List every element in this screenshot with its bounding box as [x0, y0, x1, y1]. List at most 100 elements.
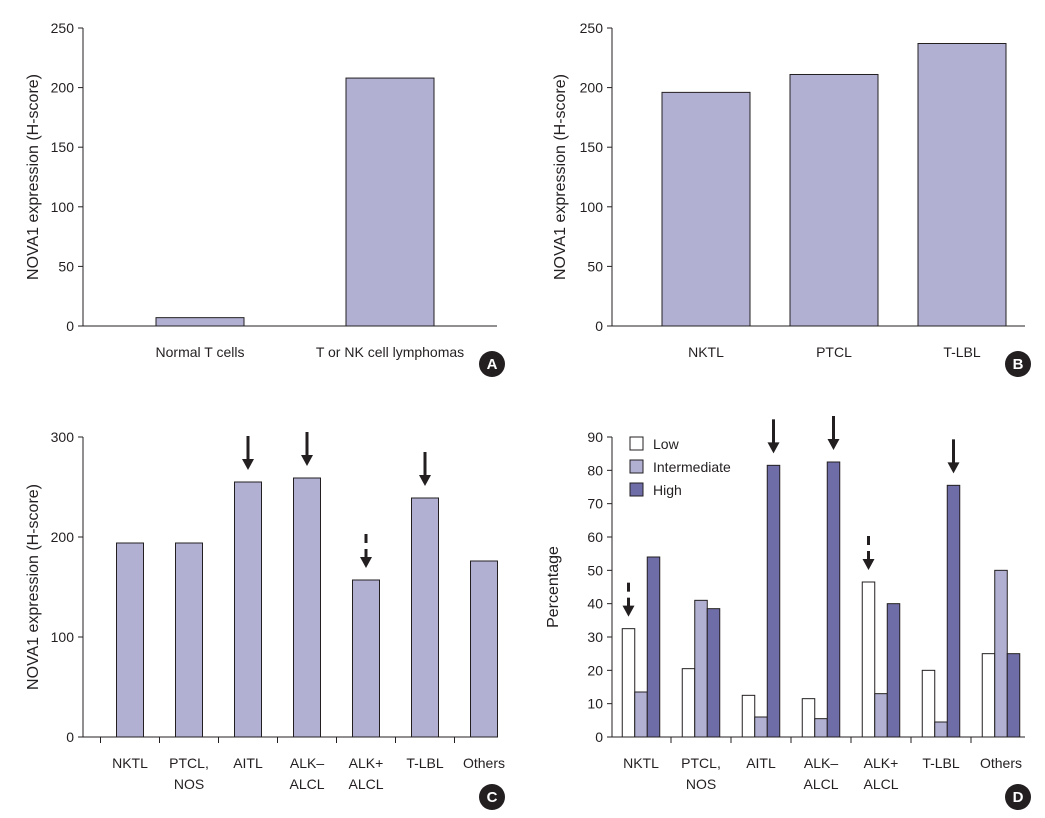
bar-t-lbl — [411, 497, 439, 738]
panel-badge-d: D — [1005, 784, 1031, 810]
bar-high-aitl — [766, 464, 781, 738]
x-tick-label: Others — [463, 755, 505, 771]
x-tick-label: T-LBL — [922, 755, 960, 771]
panel-badge-letter: C — [487, 789, 498, 806]
bar-ptcl-nos — [175, 542, 203, 738]
x-tick-label: Normal T cells — [156, 344, 245, 360]
panel-badge-letter: A — [487, 356, 498, 373]
bar-others — [470, 560, 498, 738]
y-tick-label: 250 — [51, 20, 75, 36]
x-tick-label: ALCL — [348, 776, 383, 792]
y-axis-label: NOVA1 expression (H-score) — [25, 74, 42, 280]
bar-ptcl — [789, 73, 879, 327]
bar-normal-t-cells — [155, 317, 245, 327]
y-tick-label: 40 — [587, 596, 603, 612]
bar-low-alk-alcl — [861, 581, 876, 738]
y-tick-label: 250 — [580, 20, 604, 36]
x-tick-label: ALCL — [289, 776, 324, 792]
bar-high-alk-alcl — [886, 603, 901, 738]
legend-label-low: Low — [653, 436, 680, 452]
x-tick-label: ALK+ — [864, 755, 899, 771]
legend-swatch-high — [629, 482, 644, 497]
panel-badge-a: A — [479, 351, 505, 377]
x-tick-label: ALCL — [863, 776, 898, 792]
panel-badge-c: C — [479, 784, 505, 810]
y-tick-label: 200 — [580, 80, 604, 96]
y-tick-label: 100 — [51, 629, 75, 645]
y-axis-label: Percentage — [545, 546, 562, 628]
bar-intermediate-aitl — [754, 716, 768, 738]
x-tick-label: Others — [980, 755, 1022, 771]
x-tick-label: ALCL — [803, 776, 838, 792]
legend-label-high: High — [653, 482, 682, 498]
bar-aitl — [234, 481, 262, 738]
bar-low-t-lbl — [921, 669, 936, 738]
bar-intermediate-alk-alcl — [874, 693, 888, 738]
y-tick-label: 60 — [587, 529, 603, 545]
chart-panel-c: 0 100 200 300 NOVA1 expression (H-score) NKTL… — [25, 429, 505, 810]
legend-swatch-low — [629, 436, 644, 451]
bar-low-aitl — [741, 694, 756, 738]
y-tick-label: 20 — [587, 662, 603, 678]
bar-intermediate-alk-alcl — [814, 718, 828, 738]
x-tick-label: ALK– — [804, 755, 838, 771]
x-tick-label: NKTL — [112, 755, 148, 771]
arrow-alk-alcl — [862, 536, 875, 570]
y-tick-label: 50 — [58, 258, 74, 274]
y-tick-label: 100 — [580, 199, 604, 215]
bar-low-others — [981, 653, 996, 738]
y-tick-label: 0 — [595, 729, 603, 745]
y-tick-label: 100 — [51, 199, 75, 215]
arrow-aitl — [767, 419, 780, 454]
arrow-t-lbl — [947, 439, 960, 474]
chart-panel-a: 0 50 100 150 200 250 NOVA1 expression (H-score… — [25, 20, 505, 377]
bar-alk-alcl — [352, 579, 380, 738]
y-tick-label: 70 — [587, 496, 603, 512]
x-tick-label: T-LBL — [406, 755, 444, 771]
y-tick-label: 150 — [580, 139, 604, 155]
y-tick-label: 0 — [66, 729, 74, 745]
x-tick-label: ALK+ — [349, 755, 384, 771]
bar-intermediate-nktl — [634, 691, 648, 738]
bar-nktl — [116, 542, 144, 738]
x-tick-label: ALK– — [290, 755, 324, 771]
bar-high-nktl — [646, 556, 661, 738]
y-axis-label: NOVA1 expression (H-score) — [552, 74, 569, 280]
bar-high-alk-alcl — [826, 461, 841, 738]
arrow-t-lbl — [419, 452, 431, 486]
y-tick-label: 80 — [587, 462, 603, 478]
x-tick-label: AITL — [233, 755, 263, 771]
x-tick-label: PTCL, — [681, 755, 721, 771]
bar-high-others — [1006, 653, 1021, 738]
x-tick-label: T or NK cell lymphomas — [316, 344, 464, 360]
panel-badge-b: B — [1005, 351, 1031, 377]
bar-low-alk-alcl — [801, 698, 816, 738]
x-tick-label: NOS — [174, 776, 204, 792]
bar-low-nktl — [621, 628, 636, 738]
y-tick-label: 200 — [51, 80, 75, 96]
bar-t-or-nk-cell-lymphomas — [345, 77, 435, 327]
chart-panel-b: 0 50 100 150 200 250 NOVA1 expression (H-score… — [552, 20, 1031, 377]
arrow-alk-alcl — [301, 432, 313, 466]
bar-t-lbl — [917, 42, 1007, 327]
legend-swatch-intermediate — [629, 459, 644, 474]
y-tick-label: 200 — [51, 529, 75, 545]
x-tick-label: NOS — [686, 776, 716, 792]
x-tick-label: AITL — [746, 755, 776, 771]
y-tick-label: 150 — [51, 139, 75, 155]
y-tick-label: 30 — [587, 629, 603, 645]
bar-intermediate-t-lbl — [934, 721, 948, 738]
arrow-alk-alcl — [827, 416, 840, 450]
y-tick-label: 300 — [51, 429, 75, 445]
y-axis-label: NOVA1 expression (H-score) — [25, 484, 42, 690]
x-tick-label: T-LBL — [943, 344, 981, 360]
arrow-nktl — [622, 582, 635, 617]
y-tick-label: 10 — [587, 696, 603, 712]
x-tick-label: PTCL, — [169, 755, 209, 771]
bar-high-ptcl-nos — [706, 608, 721, 738]
bar-intermediate-others — [994, 569, 1008, 738]
legend-label-intermediate: Intermediate — [653, 459, 731, 475]
bar-low-ptcl-nos — [681, 668, 696, 738]
x-tick-label: PTCL — [816, 344, 852, 360]
